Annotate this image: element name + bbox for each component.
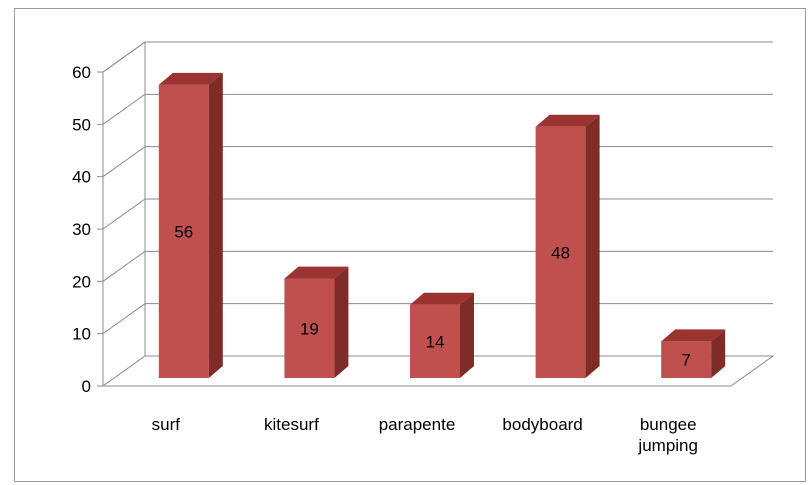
bar-kitesurf-side [334,266,349,378]
bar-bungee-jumping-top [661,329,726,342]
bar-bungee-jumping-side [711,329,726,378]
bar-parapente-side [460,292,474,378]
category-label-kitesurf: kitesurf [264,415,319,434]
bar-kitesurf [284,266,349,378]
data-label-surf: 56 [174,222,193,241]
bar-kitesurf-front [284,278,335,378]
y-axis [97,71,731,387]
bar-parapente [410,292,474,378]
data-label-kitesurf: 19 [300,319,319,338]
category-label-bungee-jumping: bungee jumping [637,415,698,455]
category-label-surf: surf [152,415,181,434]
y-tick-label-10: 10 [72,325,91,344]
bar-surf [158,72,223,378]
gridline-side-10 [102,303,146,335]
y-tick-label-20: 20 [72,272,91,291]
data-label-parapente: 14 [426,332,445,351]
gridline-side-40 [102,146,146,178]
bar-kitesurf-top [284,266,349,279]
bar-bungee-jumping [661,329,726,378]
category-label-bodyboard: bodyboard [502,415,582,434]
data-labels: 56 19 14 48 7 [174,222,691,369]
bar-bodyboard-side [585,114,600,379]
y-tick-label-50: 50 [72,115,91,134]
gridline-side-30 [102,198,146,230]
y-tick-label-0: 0 [82,377,91,396]
bar-bungee-jumping-front [661,341,712,378]
bar-parapente-top [410,292,474,305]
bar-surf-front [158,84,209,378]
bar-parapente-front [410,304,460,378]
bar-bodyboard-front [535,126,586,378]
bars [158,72,726,379]
bar-bodyboard-top [535,114,600,127]
y-tick-label-30: 30 [72,220,91,239]
data-label-bungee-jumping: 7 [681,351,690,370]
chart-frame [14,8,806,482]
bar-bodyboard [535,114,600,379]
gridline-side-60 [102,41,146,73]
bar-surf-top [158,72,223,85]
gridline-side-50 [102,93,146,125]
y-tick-label-40: 40 [72,168,91,187]
gridlines [102,41,773,335]
data-label-bodyboard: 48 [551,243,570,262]
bar-surf-side [208,72,223,378]
category-labels: surf kitesurf parapente bodyboard bungee jump… [152,415,698,455]
y-tick-label-60: 60 [72,63,91,82]
y-tick-labels: 0 10 20 30 40 50 60 [72,63,91,396]
gridline-side-20 [102,250,146,282]
category-label-parapente: parapente [379,415,456,434]
